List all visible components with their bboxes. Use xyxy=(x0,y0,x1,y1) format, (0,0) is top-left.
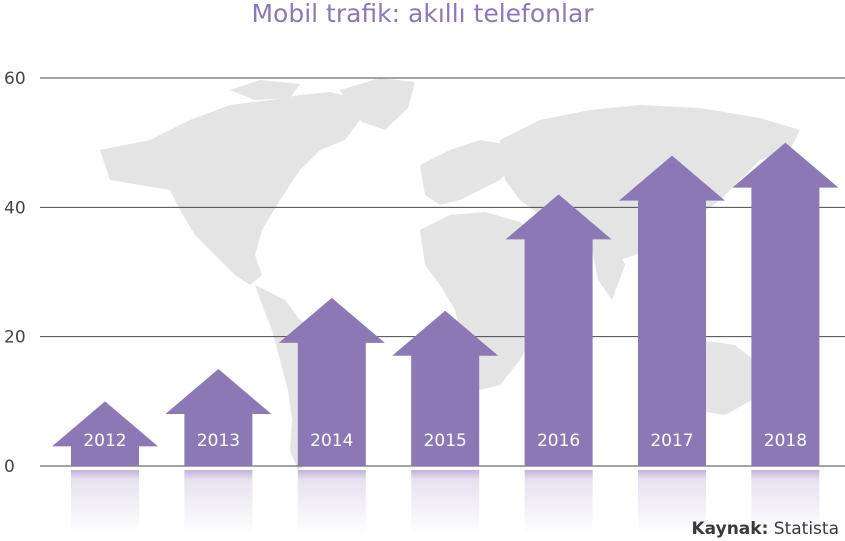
y-tick-label: 20 xyxy=(4,328,26,348)
arrow-reflection xyxy=(411,470,480,534)
arrow-reflections xyxy=(71,470,820,534)
arrow-bar-2014 xyxy=(278,297,385,466)
arrow-reflection xyxy=(638,470,706,534)
arrow-bar-2012 xyxy=(52,401,158,466)
arrow-bar-2016 xyxy=(505,194,612,466)
arrow-reflection xyxy=(751,470,820,534)
arrow-reflection xyxy=(71,470,139,534)
source-label: Kaynak: xyxy=(691,519,769,539)
category-label: 2018 xyxy=(764,431,807,451)
category-label: 2014 xyxy=(310,431,353,451)
category-label: 2017 xyxy=(650,431,693,451)
arrow-reflection xyxy=(184,470,253,534)
source-note: Kaynak: Statista xyxy=(692,519,840,539)
y-tick-label: 0 xyxy=(4,457,15,477)
arrow-bars: 2012 2013 2014 2015 2016 2017 2018 xyxy=(52,142,839,466)
source-value: Statista xyxy=(773,519,839,539)
category-label: 2012 xyxy=(83,431,126,451)
y-tick-label: 60 xyxy=(4,69,26,89)
chart-title: Mobil trafik: akıllı telefonlar xyxy=(251,0,594,28)
category-label: 2015 xyxy=(424,431,467,451)
arrow-bar-2015 xyxy=(392,310,499,466)
category-label: 2013 xyxy=(197,431,240,451)
arrow-bar-2018 xyxy=(732,142,839,466)
category-label: 2016 xyxy=(537,431,580,451)
y-axis: 0 20 40 60 xyxy=(4,69,26,477)
arrow-reflection xyxy=(524,470,593,534)
arrow-reflection xyxy=(297,470,366,534)
arrow-bar-2017 xyxy=(619,155,725,466)
arrow-bar-2013 xyxy=(165,369,272,466)
y-tick-label: 40 xyxy=(4,198,26,218)
